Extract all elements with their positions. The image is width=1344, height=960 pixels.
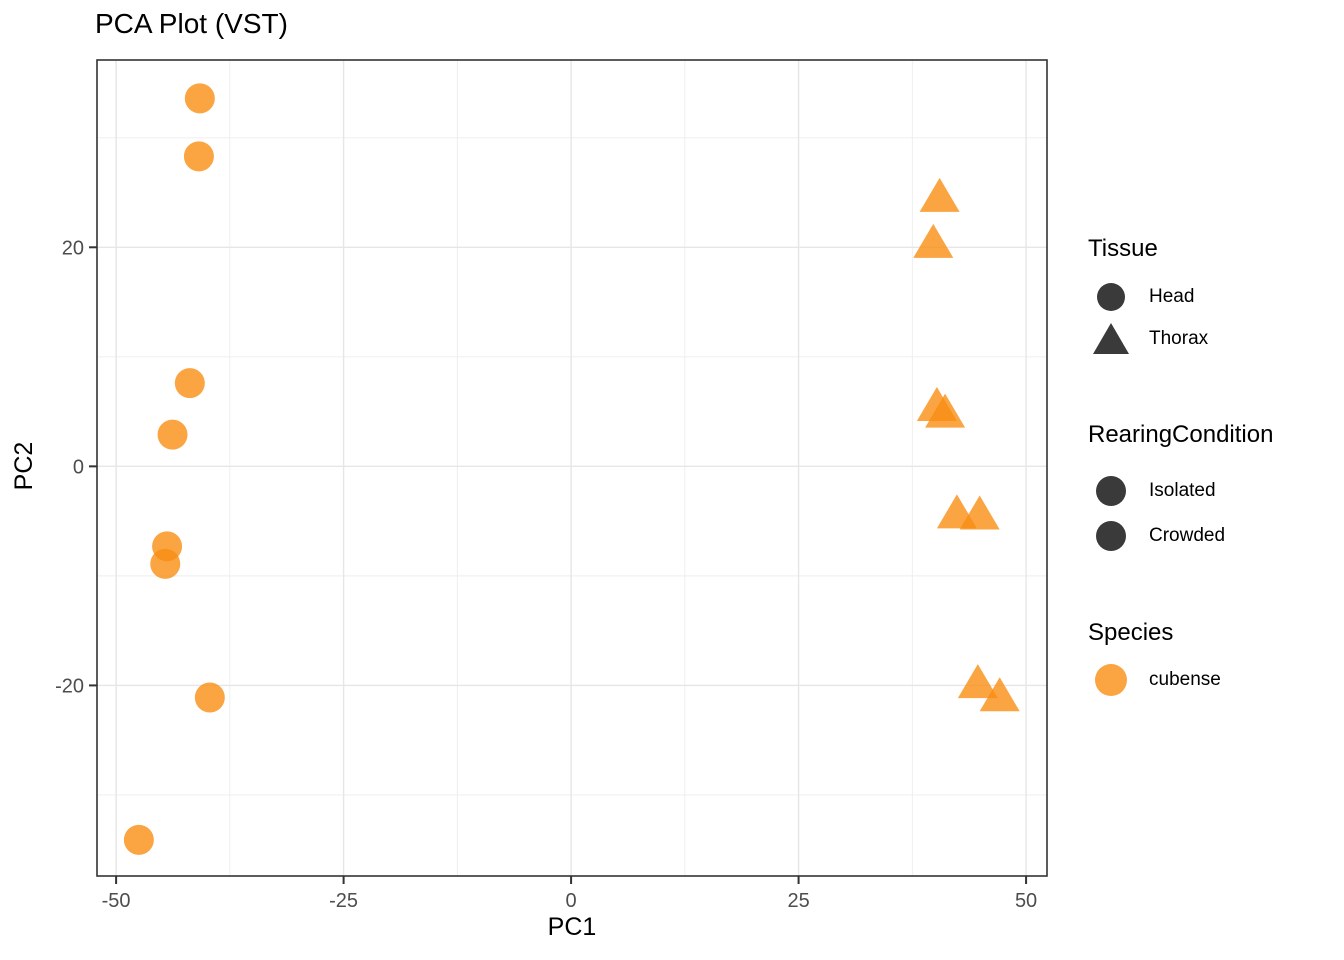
y-tick-label: 0 [73,456,84,478]
data-point-thorax [925,393,966,428]
legend-item-isolated: Isolated [1091,471,1216,511]
legend-label-crowded: Crowded [1149,525,1226,546]
data-point-thorax [957,664,998,699]
plot-title: PCA Plot (VST) [95,8,288,39]
legend-label-isolated: Isolated [1149,480,1216,501]
x-tick-label: 25 [787,890,809,912]
legend-title-tissue: Tissue [1088,235,1158,262]
y-tick-label: -20 [55,675,84,697]
y-tick-label: 20 [62,237,84,259]
isolated-circle-icon [1096,476,1126,506]
data-point-head [194,682,225,713]
data-point-head [123,824,154,855]
legend-title-rearing-condition: RearingCondition [1088,421,1274,448]
data-point-head [150,548,181,579]
data-point-thorax [979,677,1020,712]
data-point-head [184,83,215,114]
legend-item-head: Head [1091,277,1194,317]
legend-label-thorax: Thorax [1149,328,1209,349]
data-point-thorax [959,495,1000,530]
x-tick-label: -25 [329,890,358,912]
cubense-circle-icon [1095,664,1127,696]
data-point-head [174,368,205,399]
x-tick-label: 50 [1015,890,1037,912]
head-circle-icon [1097,283,1125,311]
legend-label-cubense: cubense [1149,669,1221,690]
x-tick-label: -50 [102,890,131,912]
legend-title-species: Species [1088,619,1174,646]
legend-item-thorax: Thorax [1091,319,1208,359]
legend-label-head: Head [1149,286,1195,307]
y-axis-title: PC2 [10,441,38,491]
legend-item-crowded: Crowded [1091,516,1225,556]
data-point-head [157,419,188,450]
thorax-triangle-icon [1093,323,1129,354]
data-point-head [183,141,214,172]
panel-background [97,60,1047,876]
legend-item-cubense: cubense [1091,660,1221,700]
data-point-thorax [919,177,960,212]
crowded-circle-icon [1096,521,1126,551]
x-axis-title: PC1 [547,913,597,941]
data-point-thorax [913,223,954,258]
x-tick-label: 0 [566,890,577,912]
